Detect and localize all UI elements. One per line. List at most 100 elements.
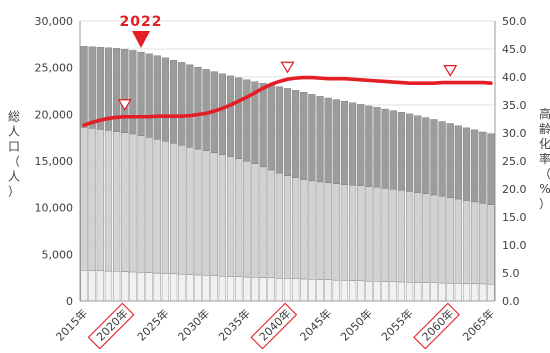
bar-segment-age-65-plus bbox=[292, 90, 300, 178]
bar-segment-age-65-plus bbox=[357, 104, 365, 186]
bar-segment-age-65-plus bbox=[153, 55, 161, 140]
bar-segment-age-65-plus bbox=[454, 125, 462, 200]
left-axis-title-char: 人 bbox=[8, 170, 20, 184]
right-tick-label: 10.0 bbox=[502, 239, 527, 252]
bar-segment-age-15-64 bbox=[414, 192, 422, 283]
bar-segment-age-15-64 bbox=[80, 127, 88, 271]
bar-segment-age-15-64 bbox=[210, 152, 218, 276]
bar-segment-age-15-64 bbox=[389, 189, 397, 282]
bar-segment-age-65-plus bbox=[397, 112, 406, 191]
bar-segment-age-15-64 bbox=[487, 204, 495, 285]
bar-segment-age-65-plus bbox=[96, 47, 104, 130]
bar-segment-age-15-64 bbox=[422, 193, 430, 283]
bar-segment-age-65-plus bbox=[373, 107, 381, 188]
right-axis-title-char: 高 bbox=[539, 106, 550, 121]
bar-segment-age-65-plus bbox=[349, 102, 357, 186]
bar-segment-age-0-14 bbox=[389, 281, 397, 302]
right-tick-label: 45.0 bbox=[502, 43, 527, 56]
bar-segment-age-65-plus bbox=[137, 51, 145, 136]
bar-segment-age-65-plus bbox=[104, 47, 113, 131]
bar-segment-age-15-64 bbox=[259, 166, 267, 278]
bar-segment-age-15-64 bbox=[104, 130, 113, 272]
bar-segment-age-0-14 bbox=[137, 272, 145, 302]
bar-segment-age-0-14 bbox=[462, 283, 471, 302]
bar-segment-age-65-plus bbox=[316, 96, 324, 183]
bar-segment-age-15-64 bbox=[462, 200, 471, 284]
bar-segment-age-0-14 bbox=[381, 281, 389, 302]
bar-segment-age-0-14 bbox=[332, 279, 340, 302]
bar-segment-age-65-plus bbox=[414, 115, 422, 193]
bar-segment-age-65-plus bbox=[471, 129, 479, 203]
highlight-box bbox=[413, 302, 460, 350]
bar-segment-age-15-64 bbox=[454, 198, 462, 284]
bar-segment-age-15-64 bbox=[381, 188, 389, 282]
bar-segment-age-0-14 bbox=[243, 276, 251, 302]
aging-rate-line bbox=[82, 75, 493, 127]
axes bbox=[79, 21, 496, 302]
bar-segment-age-65-plus bbox=[438, 121, 446, 197]
bar-segment-age-0-14 bbox=[373, 281, 381, 302]
bar-segment-age-15-64 bbox=[479, 203, 487, 285]
bar-segment-age-0-14 bbox=[80, 270, 88, 302]
bar-segment-age-15-64 bbox=[202, 150, 210, 276]
bar-segment-age-0-14 bbox=[210, 275, 218, 302]
bar-segment-age-0-14 bbox=[438, 282, 446, 302]
bar-segment-age-15-64 bbox=[169, 142, 178, 275]
bar-segment-age-0-14 bbox=[471, 283, 479, 302]
bar-segment-age-15-64 bbox=[373, 187, 381, 282]
bar-segment-age-65-plus bbox=[80, 46, 88, 128]
bar-segment-age-65-plus bbox=[235, 77, 243, 159]
bar-segment-age-0-14 bbox=[422, 282, 430, 302]
left-tick-label: 0 bbox=[66, 295, 73, 308]
left-tick-label: 15,000 bbox=[35, 155, 74, 168]
x-tick-label: 2065年 bbox=[460, 306, 497, 343]
bar-segment-age-15-64 bbox=[243, 161, 251, 278]
bar-segment-age-65-plus bbox=[283, 88, 292, 176]
x-tick: 2060年 bbox=[413, 302, 460, 350]
x-tick: 2055年 bbox=[378, 306, 415, 343]
bar-segment-age-65-plus bbox=[186, 64, 194, 148]
bar-segment-age-65-plus bbox=[487, 133, 495, 205]
bar-segment-age-15-64 bbox=[186, 147, 194, 275]
bar-segment-age-0-14 bbox=[96, 270, 104, 302]
bar-segment-age-0-14 bbox=[283, 278, 292, 302]
bar-segment-age-0-14 bbox=[202, 275, 210, 302]
bar-segment-age-15-64 bbox=[405, 191, 414, 283]
bar-segment-age-65-plus bbox=[405, 113, 414, 192]
bar-segment-age-15-64 bbox=[340, 184, 349, 281]
bar-segment-age-15-64 bbox=[194, 148, 202, 276]
bar-segment-age-0-14 bbox=[194, 274, 202, 302]
aging-rate-series bbox=[82, 75, 493, 127]
right-tick-label: 15.0 bbox=[502, 211, 527, 224]
x-tick: 2025年 bbox=[134, 306, 171, 343]
bar-segment-age-15-64 bbox=[251, 163, 259, 278]
right-tick-label: 30.0 bbox=[502, 127, 527, 140]
right-tick-label: 35.0 bbox=[502, 99, 527, 112]
bar-segment-age-0-14 bbox=[340, 280, 349, 302]
bar-segment-age-0-14 bbox=[259, 277, 267, 302]
x-tick-label: 2025年 bbox=[134, 306, 171, 343]
bar-segment-age-15-64 bbox=[308, 180, 316, 280]
bar-segment-age-0-14 bbox=[88, 270, 96, 302]
bar-segment-age-0-14 bbox=[308, 279, 316, 302]
bar-segment-age-65-plus bbox=[145, 53, 153, 138]
bar-segment-age-65-plus bbox=[479, 131, 487, 204]
bar-segment-age-15-64 bbox=[283, 175, 292, 279]
marker-triangle-icon bbox=[280, 61, 295, 74]
bar-segment-age-15-64 bbox=[446, 197, 454, 284]
bar-segment-age-0-14 bbox=[397, 281, 406, 302]
bar-segment-age-65-plus bbox=[308, 94, 316, 182]
bar-segment-age-0-14 bbox=[161, 273, 170, 302]
bar-segment-age-15-64 bbox=[438, 196, 446, 284]
left-tick-label: 20,000 bbox=[35, 108, 74, 121]
x-tick: 2040年 bbox=[250, 302, 298, 350]
bar-segment-age-15-64 bbox=[292, 177, 300, 279]
bar-segment-age-0-14 bbox=[446, 282, 454, 302]
x-tick: 2050年 bbox=[338, 306, 375, 343]
x-axis-ticks: 2015年 2020年 2025年 2030年 2035年 2040年 2045年 2050年… bbox=[53, 302, 497, 350]
bar-segment-age-65-plus bbox=[218, 73, 226, 155]
bar-segment-age-65-plus bbox=[267, 84, 275, 171]
right-axis-title-char: （ bbox=[539, 167, 550, 181]
